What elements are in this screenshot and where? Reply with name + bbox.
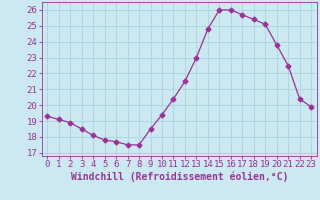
X-axis label: Windchill (Refroidissement éolien,°C): Windchill (Refroidissement éolien,°C) [70,172,288,182]
